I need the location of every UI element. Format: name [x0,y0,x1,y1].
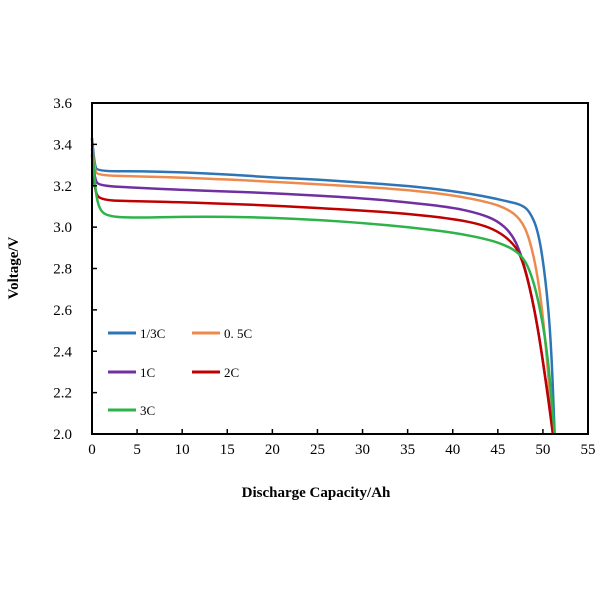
y-tick-label: 3.2 [53,179,72,195]
legend-label: 1/3C [140,326,165,341]
x-tick-label: 20 [265,442,280,458]
series-line-2 [90,148,555,435]
y-tick-label: 2.8 [53,262,72,278]
x-tick-label: 0 [88,442,96,458]
y-tick-label: 3.0 [53,220,72,236]
x-tick-label: 45 [490,442,505,458]
legend-label: 0. 5C [224,326,252,341]
y-tick-label: 2.0 [53,427,72,443]
legend-label: 3C [140,403,155,418]
y-tick-label: 2.2 [53,386,72,402]
plot-frame [91,102,589,435]
x-tick-label: 35 [400,442,415,458]
x-tick-label: 5 [133,442,141,458]
x-tick-label: 10 [175,442,190,458]
y-tick-label: 2.4 [53,344,72,360]
x-axis-label: Discharge Capacity/Ah [242,485,391,501]
x-tick-label: 30 [355,442,370,458]
x-tick-label: 25 [310,442,325,458]
y-tick-label: 3.4 [53,137,72,153]
y-axis-label: Voltage/V [6,236,22,299]
series-line-1 [90,144,555,435]
y-tick-label: 3.6 [53,96,72,112]
legend-label: 2C [224,365,239,380]
y-tick-label: 2.6 [53,303,72,319]
x-tick-label: 50 [535,442,550,458]
x-tick-label: 15 [220,442,235,458]
series-line-0 [90,138,556,435]
x-tick-label: 40 [445,442,460,458]
legend-label: 1C [140,365,155,380]
series-line-4 [90,138,556,435]
series-line-3 [90,154,555,435]
x-tick-label: 55 [581,442,596,458]
